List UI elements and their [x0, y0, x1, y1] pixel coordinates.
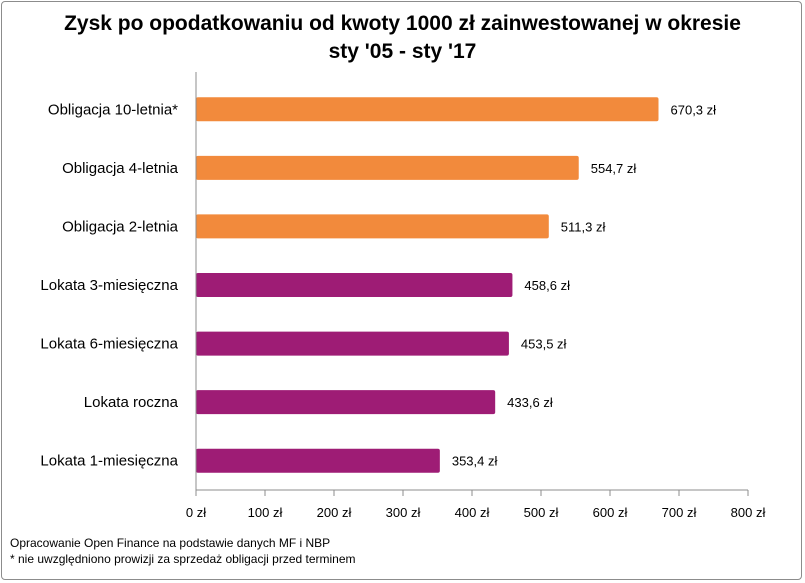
value-label: 353,4 zł: [452, 454, 498, 469]
x-tick-label: 200 zł: [317, 505, 352, 520]
chart-title-line-1: Zysk po opodatkowaniu od kwoty 1000 zł z…: [64, 12, 741, 35]
category-label: Lokata 3-miesięczna: [40, 277, 178, 294]
source-note: Opracowanie Open Finance na podstawie da…: [10, 536, 331, 550]
x-tick-label: 300 zł: [386, 505, 421, 520]
bar: [196, 448, 440, 473]
bar: [196, 155, 579, 180]
chart-title-line-2: sty '05 - sty '17: [328, 40, 477, 63]
chart-title: Zysk po opodatkowaniu od kwoty 1000 zł z…: [0, 10, 805, 66]
footnotes: Opracowanie Open Finance na podstawie da…: [10, 535, 356, 567]
x-tick-label: 500 zł: [524, 505, 559, 520]
value-label: 511,3 zł: [561, 219, 606, 234]
category-label: Obligacja 2-letnia: [62, 218, 179, 235]
commission-note: * nie uwzględniono prowizji za sprzedaż …: [10, 552, 356, 566]
value-label: 670,3 zł: [671, 102, 717, 117]
category-label: Lokata 6-miesięczna: [40, 336, 178, 353]
x-tick-label: 700 zł: [662, 505, 697, 520]
x-tick-label: 100 zł: [248, 505, 283, 520]
x-tick-label: 400 zł: [455, 505, 490, 520]
bar: [196, 390, 496, 415]
bar: [196, 273, 513, 297]
category-label: Obligacja 4-letnia: [62, 160, 179, 177]
value-label: 554,7 zł: [591, 161, 637, 176]
value-label: 453,5 zł: [521, 337, 567, 352]
x-tick-label: 800 zł: [731, 505, 766, 520]
category-label: Lokata roczna: [84, 394, 179, 411]
category-label: Lokata 1-miesięczna: [40, 453, 178, 470]
x-tick-label: 0 zł: [186, 505, 206, 520]
x-tick-label: 600 zł: [593, 505, 628, 520]
value-label: 458,6 zł: [524, 278, 570, 293]
bar: [196, 331, 509, 356]
bar: [196, 97, 659, 122]
value-label: 433,6 zł: [507, 395, 553, 410]
bar: [196, 214, 549, 239]
category-label: Obligacja 10-letnia*: [48, 101, 178, 118]
